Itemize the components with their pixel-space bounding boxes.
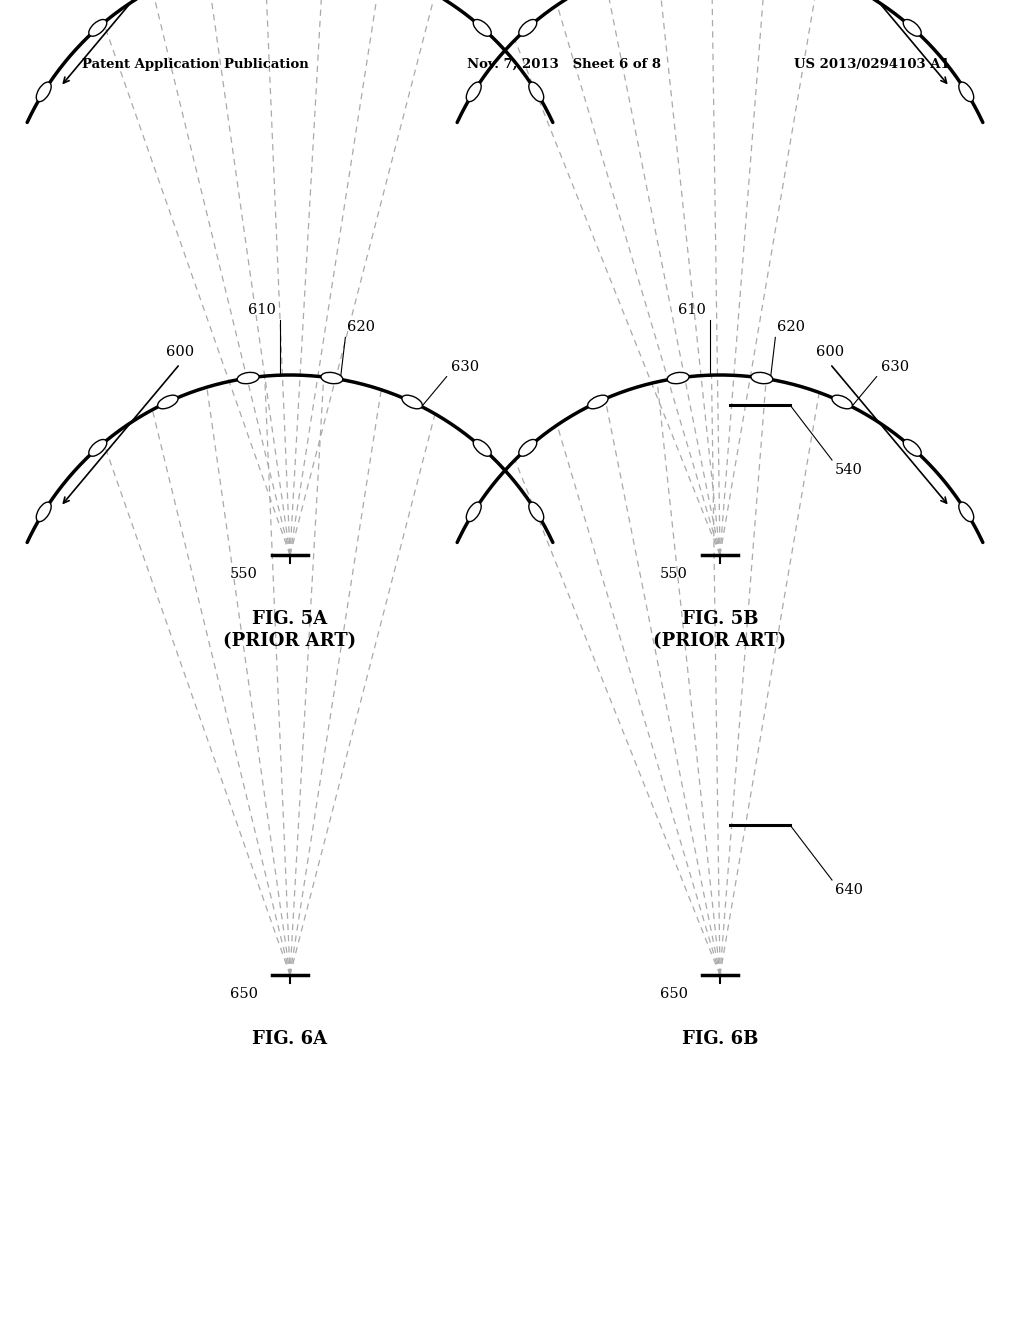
Ellipse shape [751,372,773,384]
Text: 620: 620 [777,321,805,334]
Ellipse shape [36,82,51,102]
Text: (PRIOR ART): (PRIOR ART) [223,632,356,649]
Ellipse shape [519,440,537,457]
Text: Nov. 7, 2013   Sheet 6 of 8: Nov. 7, 2013 Sheet 6 of 8 [467,58,662,71]
Text: US 2013/0294103 A1: US 2013/0294103 A1 [795,58,950,71]
Text: 630: 630 [451,359,479,374]
Ellipse shape [466,82,481,102]
Ellipse shape [519,20,537,36]
Ellipse shape [321,372,343,384]
Ellipse shape [528,502,544,521]
Ellipse shape [89,20,106,36]
Ellipse shape [89,440,106,457]
Text: 610: 610 [678,304,706,317]
Text: 650: 650 [660,987,688,1001]
Text: 620: 620 [347,321,376,334]
Ellipse shape [831,395,852,409]
Ellipse shape [36,502,51,521]
Ellipse shape [466,502,481,521]
Text: 540: 540 [835,463,863,477]
Text: FIG. 6A: FIG. 6A [253,1030,328,1048]
Text: 600: 600 [166,345,195,359]
Text: FIG. 5A: FIG. 5A [252,610,328,628]
Text: 630: 630 [881,359,908,374]
Text: 650: 650 [230,987,258,1001]
Ellipse shape [473,440,492,457]
Ellipse shape [668,372,689,384]
Ellipse shape [238,372,259,384]
Ellipse shape [158,395,178,409]
Text: FIG. 5B: FIG. 5B [682,610,758,628]
Ellipse shape [958,82,974,102]
Text: 550: 550 [660,568,688,581]
Ellipse shape [903,440,922,457]
Text: 610: 610 [248,304,275,317]
Ellipse shape [473,20,492,36]
Text: Patent Application Publication: Patent Application Publication [82,58,309,71]
Ellipse shape [401,395,422,409]
Text: 600: 600 [816,345,844,359]
Text: 550: 550 [230,568,258,581]
Text: 640: 640 [835,883,863,898]
Text: FIG. 6B: FIG. 6B [682,1030,758,1048]
Ellipse shape [958,502,974,521]
Text: (PRIOR ART): (PRIOR ART) [653,632,786,649]
Ellipse shape [903,20,922,36]
Ellipse shape [528,82,544,102]
Ellipse shape [588,395,608,409]
